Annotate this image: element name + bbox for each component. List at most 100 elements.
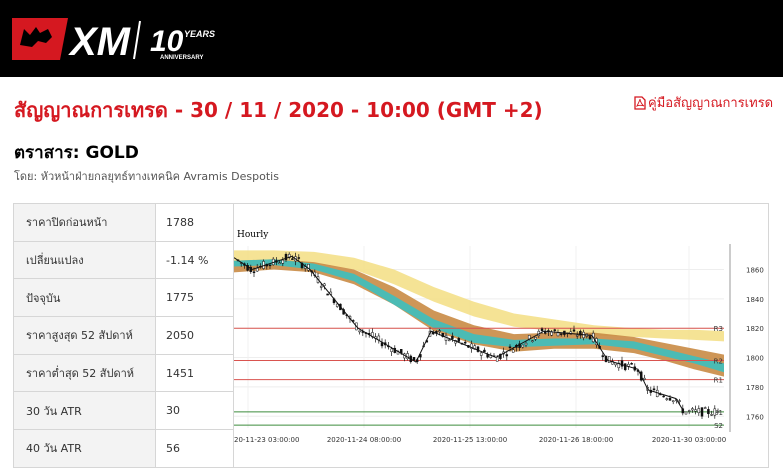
y-tick-label: 1840	[746, 296, 764, 304]
candle-body	[687, 410, 691, 412]
stat-label: ราคาต่ำสุด 52 สัปดาห์	[13, 353, 156, 393]
table-row: 30 วัน ATR 30	[13, 391, 234, 431]
candle-body	[479, 352, 483, 356]
candle-body	[543, 331, 547, 334]
level-label: S2	[714, 422, 723, 430]
y-tick-label: 1820	[746, 325, 764, 333]
candle-body	[291, 258, 294, 260]
candle-body	[284, 253, 288, 261]
candle-body	[623, 363, 627, 371]
candle-body	[643, 377, 646, 380]
candle-body	[281, 259, 285, 264]
y-tick-label: 1760	[746, 413, 764, 421]
candle-body	[684, 411, 688, 415]
candle-body	[694, 409, 697, 412]
level-label: R3	[714, 325, 723, 333]
candle-body	[463, 341, 467, 344]
stat-value: 30	[155, 391, 234, 431]
candle-body	[703, 407, 707, 409]
trading-signals-guide-link[interactable]: คู่มือสัญญาณการเทรด	[634, 92, 773, 113]
candle-body	[255, 268, 259, 272]
candle-body	[617, 362, 621, 369]
price-stats-table: ราคาปิดก่อนหน้า 1788 เปลี่ยนแปลง -1.14 % ป…	[13, 203, 234, 468]
x-tick-label: 2020-11-24 08:00:00	[327, 436, 401, 444]
candle-body	[579, 330, 582, 336]
stat-value: 2050	[155, 316, 234, 355]
x-tick-label: 2020-11-30 03:00:00	[652, 436, 726, 444]
candle-body	[508, 346, 512, 349]
chart-canvas: R3 R2 R1 S1 S2 Hourly 1860 1840 1820 1800 1780 1760…	[234, 230, 764, 444]
pdf-icon	[634, 95, 646, 110]
candle-body	[476, 346, 480, 352]
stat-value: 1788	[155, 203, 234, 242]
level-label: R2	[714, 357, 723, 365]
candle-body	[470, 343, 473, 349]
table-row: ปัจจุบัน 1775	[13, 278, 234, 318]
candle-body	[531, 340, 534, 342]
stat-label: ปัจจุบัน	[13, 278, 156, 318]
stat-label: 40 วัน ATR	[13, 429, 156, 468]
candle-body	[710, 414, 713, 416]
table-row: เปลี่ยนแปลง -1.14 %	[13, 240, 234, 280]
indicator-band	[234, 259, 724, 373]
candle-body	[303, 266, 307, 269]
candle-body	[505, 354, 509, 357]
xm-10-years-logo[interactable]: XM 10 YEARS ANNIVERSARY	[12, 15, 240, 63]
candle-body	[550, 331, 553, 336]
level-label: S1	[714, 409, 723, 417]
candle-body	[335, 303, 339, 307]
candle-body	[691, 408, 694, 411]
table-row: ราคาปิดก่อนหน้า 1788	[13, 203, 234, 242]
level-label: R1	[714, 377, 723, 385]
candle-body	[518, 343, 521, 348]
candle-body	[390, 348, 393, 352]
candle-body	[319, 285, 323, 288]
svg-text:XM: XM	[68, 20, 132, 63]
stat-label: ราคาปิดก่อนหน้า	[13, 203, 156, 242]
site-header: XM 10 YEARS ANNIVERSARY	[0, 0, 783, 77]
guide-link-label[interactable]: คู่มือสัญญาณการเทรด	[648, 96, 774, 111]
x-tick-label: 20-11-23 03:00:00	[234, 436, 299, 444]
stat-value: 1775	[155, 278, 234, 318]
candle-body	[377, 335, 381, 341]
candle-body	[678, 400, 681, 402]
zigzag-line	[234, 255, 685, 413]
candle-body	[447, 339, 451, 342]
candle-body	[572, 329, 576, 332]
candle-body	[655, 389, 659, 398]
y-tick-label: 1860	[746, 266, 764, 274]
table-row: 40 วัน ATR 56	[13, 429, 234, 468]
anniversary-number: 10	[150, 25, 184, 58]
candle-body	[559, 333, 563, 335]
candle-body	[534, 337, 537, 340]
svg-text:ANNIVERSARY: ANNIVERSARY	[160, 55, 203, 61]
candle-body	[668, 397, 672, 401]
y-tick-label: 1800	[746, 355, 764, 363]
table-row: ราคาสูงสุด 52 สัปดาห์ 2050	[13, 316, 234, 355]
stat-label: เปลี่ยนแปลง	[13, 240, 156, 280]
stat-value: -1.14 %	[155, 240, 234, 280]
candle-body	[483, 349, 486, 353]
candle-body	[438, 330, 441, 332]
stat-value: 56	[155, 429, 234, 468]
table-row: ราคาต่ำสุด 52 สัปดาห์ 1451	[13, 353, 234, 393]
stat-label: 30 วัน ATR	[13, 391, 156, 431]
candle-body	[601, 355, 605, 357]
candle-body	[323, 283, 326, 286]
candle-body	[588, 336, 592, 340]
candle-body	[611, 360, 614, 365]
candle-body	[297, 257, 301, 259]
candle-body	[662, 395, 665, 398]
instrument-heading: ตราสาร: GOLD	[14, 143, 139, 163]
candle-body	[412, 357, 416, 361]
chart-title: Hourly	[237, 230, 269, 240]
candle-body	[697, 408, 701, 414]
hourly-price-chart: R3 R2 R1 S1 S2 Hourly 1860 1840 1820 1800 1780 1760…	[233, 203, 769, 468]
stat-value: 1451	[155, 353, 234, 393]
candle-body	[521, 344, 525, 348]
candle-body	[358, 330, 361, 333]
candle-body	[716, 411, 720, 413]
candle-body	[326, 293, 329, 296]
candle-body	[524, 342, 528, 346]
page-title: สัญญาณการเทรด - 30 / 11 / 2020 - 10:00 (…	[14, 98, 543, 122]
